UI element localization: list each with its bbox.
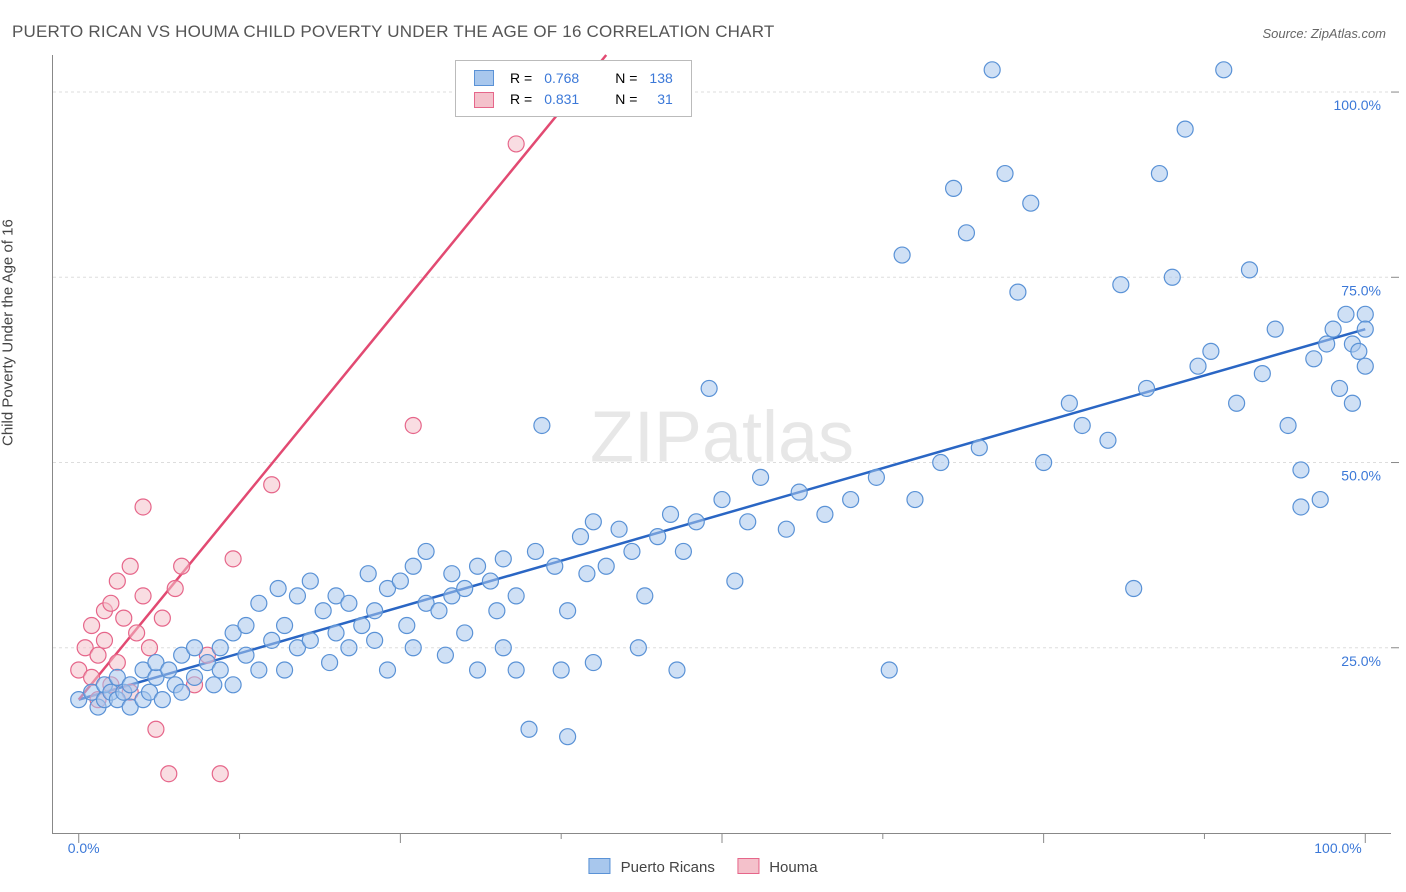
correlation-stats-box: R = 0.768 N = 138 R = 0.831 N = 31	[455, 60, 692, 117]
source-label: Source: ZipAtlas.com	[1262, 26, 1386, 41]
swatch-icon	[588, 858, 610, 874]
label-r: R =	[504, 88, 538, 109]
swatch-icon	[474, 70, 494, 86]
swatch-icon	[737, 858, 759, 874]
x-axis-tick-label: 0.0%	[68, 840, 100, 856]
legend: Puerto Ricans Houma	[588, 858, 817, 876]
swatch-icon	[474, 92, 494, 108]
label-r: R =	[504, 67, 538, 88]
svg-text:50.0%: 50.0%	[1341, 468, 1381, 484]
label-n: N =	[609, 88, 643, 109]
plot-area: ZIPatlas 25.0%50.0%75.0%100.0%	[52, 55, 1391, 834]
chart-title: PUERTO RICAN VS HOUMA CHILD POVERTY UNDE…	[12, 22, 774, 42]
value-r: 0.768	[538, 67, 585, 88]
svg-text:100.0%: 100.0%	[1334, 97, 1381, 113]
value-r: 0.831	[538, 88, 585, 109]
legend-label: Houma	[769, 859, 817, 876]
stats-row-series-1: R = 0.768 N = 138	[468, 67, 679, 88]
x-axis-tick-label: 100.0%	[1314, 840, 1361, 856]
y-axis-title: Child Poverty Under the Age of 16	[0, 219, 17, 446]
value-n: 31	[643, 88, 678, 109]
value-n: 138	[643, 67, 678, 88]
stats-row-series-2: R = 0.831 N = 31	[468, 88, 679, 109]
svg-text:25.0%: 25.0%	[1341, 653, 1381, 669]
scatter-chart: 25.0% 50.0% 75.0% 100.0%	[53, 55, 1391, 833]
legend-label: Puerto Ricans	[621, 859, 715, 876]
svg-text:75.0%: 75.0%	[1341, 282, 1381, 298]
label-n: N =	[609, 67, 643, 88]
